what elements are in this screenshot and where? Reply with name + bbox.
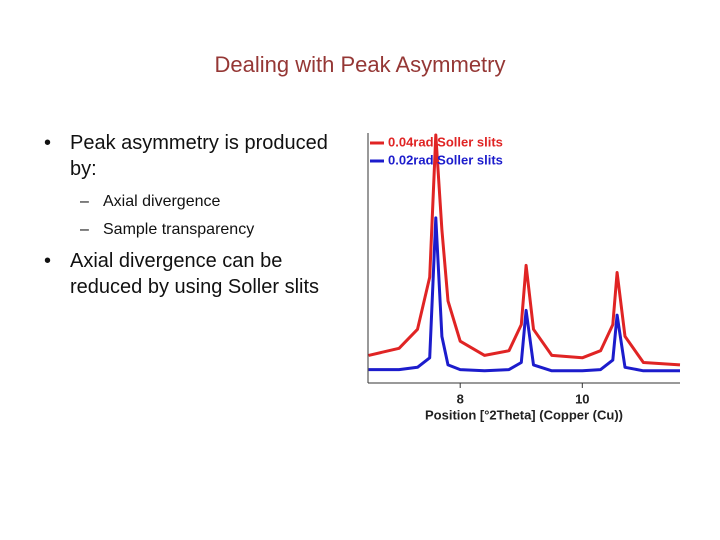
- legend-label: 0.04rad Soller slits: [388, 134, 503, 149]
- data-line: [368, 216, 680, 373]
- bullet: Axial divergence can be reduced by using…: [30, 248, 360, 300]
- data-line: [368, 133, 681, 367]
- x-tick-label: 10: [575, 391, 589, 406]
- bullet-list: Peak asymmetry is produced by: Axial dive…: [30, 130, 360, 310]
- bullet: Peak asymmetry is produced by:: [30, 130, 360, 182]
- x-tick-label: 8: [457, 391, 464, 406]
- sub-bullet: Axial divergence: [30, 192, 360, 212]
- sub-bullet: Sample transparency: [30, 220, 360, 240]
- slide-title: Dealing with Peak Asymmetry: [214, 52, 506, 77]
- x-axis-label: Position [°2Theta] (Copper (Cu)): [425, 407, 623, 422]
- legend-label: 0.02rad Soller slits: [388, 152, 503, 167]
